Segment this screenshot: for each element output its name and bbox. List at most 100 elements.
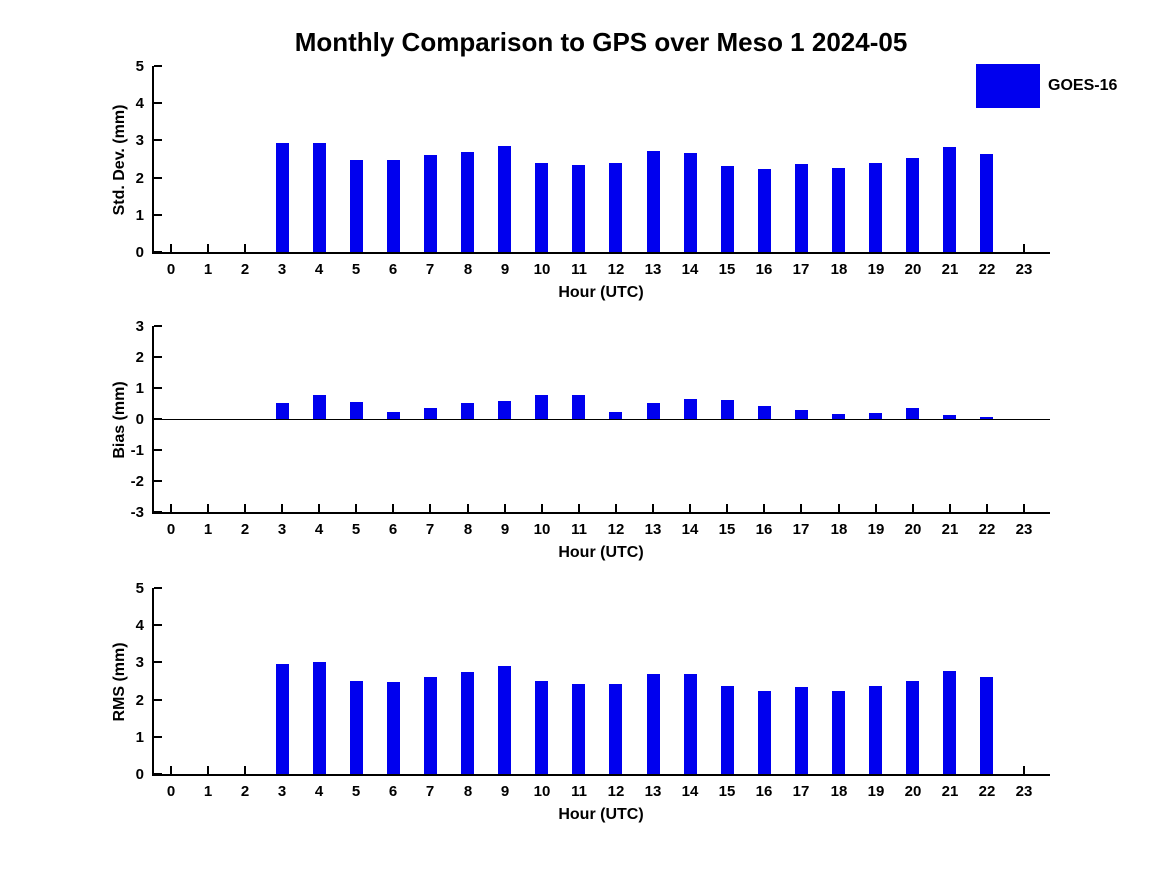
x-tick-mark (170, 504, 172, 512)
x-tick-mark (392, 504, 394, 512)
bar-hour-6 (387, 160, 400, 252)
bar-hour-9 (498, 666, 511, 774)
subplot-bias: Bias (mm) Hour (UTC) 3 2 1 0 -1 -2 -3 0 1 2 3 4 5 6 7 8… (111, 318, 1050, 561)
x-tick-mark (504, 504, 506, 512)
x-tick-label: 16 (755, 521, 773, 538)
x-tick-label: 14 (681, 521, 699, 538)
x-tick-label: 20 (904, 261, 922, 278)
x-tick-label: 4 (314, 783, 324, 800)
plot-area-std-dev (152, 65, 1050, 254)
y-tick-label: 1 (135, 380, 144, 397)
bar-hour-4 (313, 662, 326, 774)
plot-area-bias (152, 325, 1050, 514)
bar-hour-15 (721, 400, 734, 419)
x-tick-label: 23 (1015, 783, 1033, 800)
x-tick-label: 11 (571, 261, 587, 278)
x-tick-label: 7 (425, 783, 435, 800)
bar-hour-3 (276, 143, 289, 252)
bar-hour-3 (276, 664, 289, 774)
x-tick-mark (244, 504, 246, 512)
legend-swatch-goes16 (976, 64, 1040, 108)
x-tick-label: 7 (425, 261, 435, 278)
x-tick-label: 6 (388, 783, 398, 800)
bar-hour-7 (424, 677, 437, 774)
x-tick-label: 17 (792, 261, 810, 278)
bar-hour-7 (424, 155, 437, 252)
x-tick-mark (949, 504, 951, 512)
x-tick-mark (281, 504, 283, 512)
bar-hour-11 (572, 684, 585, 774)
x-tick-mark (207, 504, 209, 512)
x-tick-label: 22 (978, 261, 996, 278)
x-tick-mark (170, 766, 172, 774)
zero-line (154, 419, 1050, 420)
x-tick-mark (207, 244, 209, 252)
y-tick-mark (154, 480, 162, 482)
y-tick-label: 2 (135, 170, 144, 187)
x-tick-mark (355, 504, 357, 512)
x-tick-label: 10 (533, 783, 551, 800)
bar-hour-13 (647, 151, 660, 252)
x-tick-mark (912, 504, 914, 512)
bar-hour-17 (795, 164, 808, 252)
y-tick-mark (154, 325, 162, 327)
x-tick-mark (318, 504, 320, 512)
y-tick-mark (154, 387, 162, 389)
x-tick-label: 14 (681, 261, 699, 278)
bar-hour-6 (387, 682, 400, 774)
x-tick-label: 22 (978, 521, 996, 538)
x-tick-mark (726, 504, 728, 512)
x-tick-mark (207, 766, 209, 774)
bar-hour-8 (461, 403, 474, 419)
x-tick-label: 5 (351, 521, 361, 538)
x-axis-label-rms: Hour (UTC) (558, 806, 644, 823)
bar-hour-6 (387, 412, 400, 419)
bar-hour-12 (609, 163, 622, 252)
x-tick-mark (689, 504, 691, 512)
bar-hour-18 (832, 691, 845, 774)
x-tick-label: 11 (571, 783, 587, 800)
x-tick-label: 9 (500, 521, 510, 538)
x-tick-label: 2 (240, 521, 250, 538)
y-tick-label: 1 (135, 729, 144, 746)
x-tick-label: 4 (314, 521, 324, 538)
bar-hour-16 (758, 406, 771, 419)
bar-hour-20 (906, 681, 919, 774)
x-tick-label: 3 (277, 521, 287, 538)
y-tick-label: 5 (135, 58, 144, 75)
x-axis-label-bias: Hour (UTC) (558, 544, 644, 561)
x-tick-label: 0 (166, 783, 176, 800)
y-tick-label: 2 (135, 692, 144, 709)
x-tick-mark (838, 504, 840, 512)
y-tick-mark (154, 511, 162, 513)
x-tick-mark (652, 504, 654, 512)
y-tick-mark (154, 102, 162, 104)
bar-hour-4 (313, 143, 326, 252)
bar-hour-15 (721, 686, 734, 774)
bar-hour-14 (684, 153, 697, 252)
x-tick-mark (875, 504, 877, 512)
x-tick-label: 1 (203, 261, 213, 278)
y-tick-mark (154, 65, 162, 67)
x-tick-label: 18 (830, 783, 848, 800)
figure-title: Monthly Comparison to GPS over Meso 1 20… (294, 27, 908, 57)
x-tick-label: 21 (941, 521, 959, 538)
y-tick-mark (154, 251, 162, 253)
bar-hour-14 (684, 399, 697, 419)
bar-hour-5 (350, 402, 363, 419)
x-tick-mark (244, 244, 246, 252)
x-tick-mark (986, 504, 988, 512)
x-tick-label: 3 (277, 783, 287, 800)
x-tick-mark (615, 504, 617, 512)
x-tick-mark (541, 504, 543, 512)
x-tick-label: 3 (277, 261, 287, 278)
y-tick-label: -2 (130, 473, 144, 490)
y-tick-label: 0 (135, 766, 144, 783)
x-tick-label: 8 (463, 521, 473, 538)
y-tick-mark (154, 177, 162, 179)
y-tick-label: 4 (135, 617, 144, 634)
x-tick-label: 23 (1015, 261, 1033, 278)
y-tick-mark (154, 356, 162, 358)
y-tick-label: 4 (135, 95, 144, 112)
